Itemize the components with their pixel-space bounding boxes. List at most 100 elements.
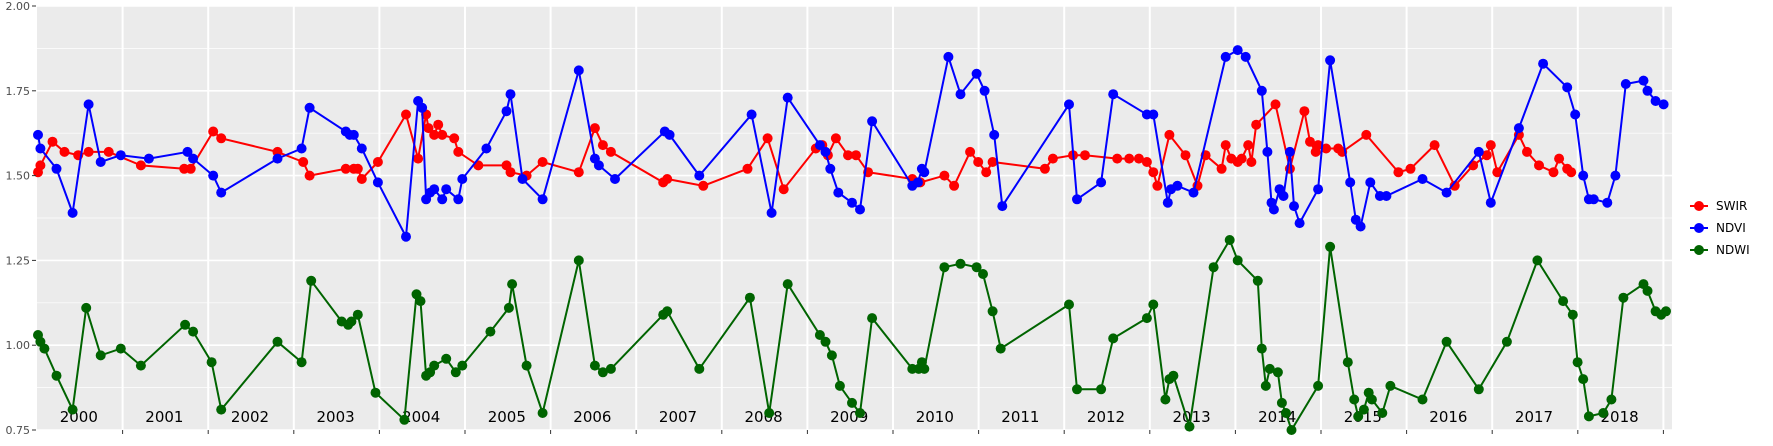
data-point-ndvi <box>1570 109 1581 120</box>
data-point-ndvi <box>1513 123 1524 134</box>
data-point-ndvi <box>304 102 315 113</box>
legend: SWIR NDVI NDWI <box>1690 199 1750 257</box>
data-point-ndvi <box>501 106 512 117</box>
data-point-ndvi <box>1642 85 1653 96</box>
data-point-ndwi <box>1280 408 1291 418</box>
series-ndwi <box>33 235 1671 435</box>
data-point-swir <box>1246 157 1257 167</box>
data-point-ndwi <box>589 360 600 371</box>
data-point-ndwi <box>457 360 468 371</box>
data-point-swir <box>537 157 548 167</box>
data-point-ndwi <box>605 363 616 374</box>
legend-key-marker <box>1694 223 1704 233</box>
legend-item-ndvi: NDVI <box>1690 221 1746 235</box>
data-point-ndwi <box>1232 255 1243 266</box>
legend-key-marker <box>1694 201 1704 211</box>
data-point-ndvi <box>429 184 440 195</box>
data-point-swir <box>1164 129 1175 140</box>
data-point-ndwi <box>1272 367 1283 378</box>
data-point-swir <box>965 146 976 157</box>
data-point-ndvi <box>1562 82 1573 93</box>
data-point-ndwi <box>399 414 410 425</box>
data-point-ndwi <box>867 313 878 324</box>
legend-item-ndwi: NDWI <box>1690 243 1750 257</box>
data-point-ndvi <box>573 65 584 76</box>
data-point-ndvi <box>943 51 954 62</box>
data-point-swir <box>185 163 196 174</box>
data-point-ndwi <box>1313 380 1324 391</box>
data-point-ndvi <box>1602 197 1613 208</box>
data-point-ndvi <box>33 129 43 140</box>
data-point-ndvi <box>814 140 825 151</box>
data-point-ndvi <box>1294 218 1305 229</box>
data-point-swir <box>1405 163 1416 174</box>
data-point-ndwi <box>67 404 78 415</box>
data-point-ndwi <box>847 397 857 408</box>
y-tick-label: 2.00 <box>6 0 31 13</box>
data-point-ndvi <box>401 231 411 242</box>
year-label: 2002 <box>231 408 269 426</box>
data-point-ndvi <box>1355 221 1366 232</box>
data-point-ndwi <box>1353 411 1364 422</box>
data-point-ndwi <box>306 275 317 286</box>
data-point-swir <box>1305 136 1315 147</box>
data-point-ndvi <box>782 92 793 103</box>
data-point-swir <box>35 160 46 171</box>
series-swir <box>33 99 1577 195</box>
data-point-ndvi <box>1650 96 1661 106</box>
data-point-swir <box>433 119 444 130</box>
data-point-ndwi <box>1441 336 1452 347</box>
legend-label: NDVI <box>1716 221 1746 235</box>
data-point-ndwi <box>1342 357 1353 368</box>
data-point-ndvi <box>143 153 154 164</box>
data-point-ndvi <box>1096 177 1107 188</box>
data-point-swir <box>778 184 789 195</box>
data-point-swir <box>1485 140 1496 151</box>
data-point-ndvi <box>481 143 492 154</box>
data-point-ndwi <box>450 367 461 378</box>
data-point-swir <box>1216 163 1227 174</box>
data-point-ndwi <box>95 350 106 361</box>
data-point-ndvi <box>1162 197 1173 208</box>
data-point-ndvi <box>1064 99 1074 110</box>
data-point-ndwi <box>1606 394 1617 405</box>
data-point-ndvi <box>1473 146 1484 157</box>
data-point-swir <box>589 123 600 134</box>
series-layer <box>33 45 1671 435</box>
data-point-swir <box>1429 140 1440 151</box>
data-point-ndvi <box>766 207 777 218</box>
data-point-ndvi <box>593 160 604 171</box>
data-point-ndvi <box>1172 180 1183 191</box>
data-point-swir <box>597 140 608 151</box>
data-point-swir <box>83 146 94 157</box>
data-point-ndvi <box>1072 194 1082 205</box>
data-point-ndwi <box>485 326 496 337</box>
minor-gridlines <box>36 48 1672 388</box>
data-point-swir <box>973 157 984 167</box>
data-point-ndvi <box>437 194 448 205</box>
year-label: 2018 <box>1601 408 1639 426</box>
data-point-ndwi <box>978 269 988 279</box>
data-point-ndwi <box>694 363 705 374</box>
data-point-swir <box>59 146 70 157</box>
data-point-swir <box>1299 106 1310 117</box>
data-point-swir <box>1321 143 1332 154</box>
data-point-ndvi <box>1256 85 1267 96</box>
data-point-ndwi <box>662 306 673 317</box>
data-point-ndwi <box>135 360 146 371</box>
data-point-ndvi <box>115 150 126 161</box>
data-point-ndvi <box>505 89 516 100</box>
data-point-ndwi <box>1224 235 1235 245</box>
data-point-swir <box>605 146 616 157</box>
year-label: 2010 <box>916 408 954 426</box>
data-point-ndvi <box>372 177 383 188</box>
data-point-ndwi <box>744 292 755 303</box>
data-point-ndwi <box>1160 394 1171 405</box>
legend-label: SWIR <box>1716 199 1747 213</box>
data-point-ndwi <box>1501 336 1512 347</box>
data-point-ndwi <box>81 302 92 313</box>
data-point-ndwi <box>1064 299 1074 310</box>
data-point-ndwi <box>188 326 199 337</box>
data-point-ndwi <box>115 343 126 354</box>
y-tick-label: 0.75 <box>6 424 31 437</box>
